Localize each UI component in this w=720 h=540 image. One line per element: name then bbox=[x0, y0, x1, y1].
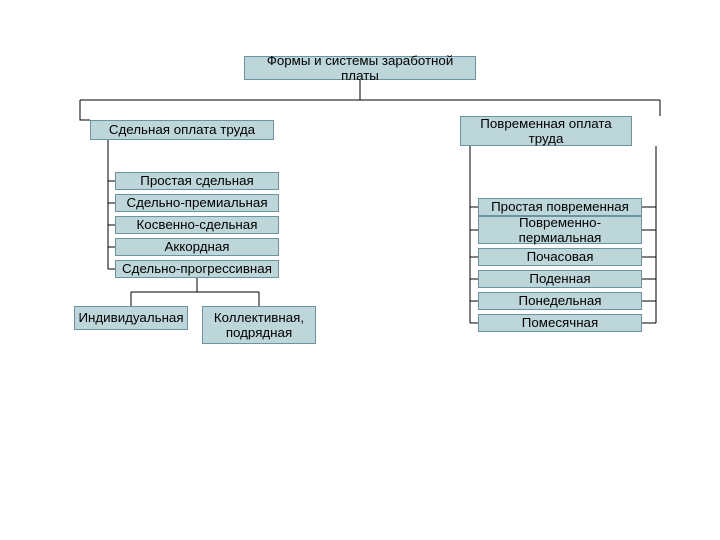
node-piece_progress: Сдельно-прогрессивная bbox=[115, 260, 279, 278]
node-time_daily: Поденная bbox=[478, 270, 642, 288]
node-time_simple: Простая повременная bbox=[478, 198, 642, 216]
node-piece_simple: Простая сдельная bbox=[115, 172, 279, 190]
node-time_premium: Повременно-пермиальная bbox=[478, 216, 642, 244]
node-time_weekly: Понедельная bbox=[478, 292, 642, 310]
node-time_monthly: Помесячная bbox=[478, 314, 642, 332]
node-piece: Сдельная оплата труда bbox=[90, 120, 274, 140]
node-time: Повременная оплататруда bbox=[460, 116, 632, 146]
node-piece_indirect: Косвенно-сдельная bbox=[115, 216, 279, 234]
node-piece_collective: Коллективная,подрядная bbox=[202, 306, 316, 344]
node-root: Формы и системы заработной платы bbox=[244, 56, 476, 80]
node-piece_accord: Аккордная bbox=[115, 238, 279, 256]
node-piece_premium: Сдельно-премиальная bbox=[115, 194, 279, 212]
node-time_hourly: Почасовая bbox=[478, 248, 642, 266]
node-piece_indiv: Индивидуальная bbox=[74, 306, 188, 330]
